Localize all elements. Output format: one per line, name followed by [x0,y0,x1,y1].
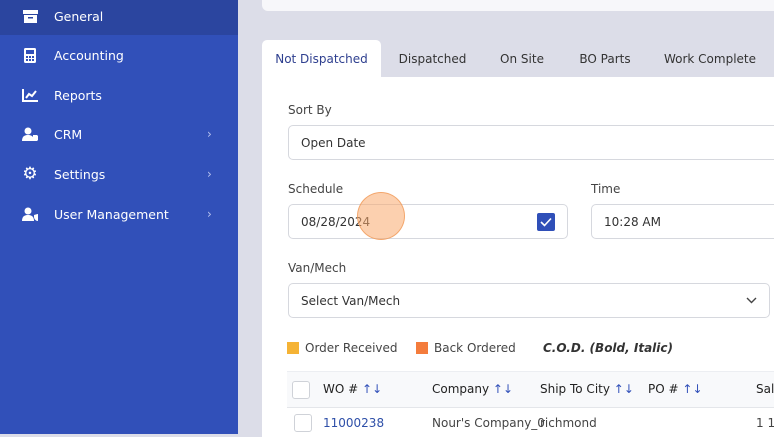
sidebar-item-reports[interactable]: Reports [0,76,238,114]
column-wo[interactable]: WO # ↑↓ [323,382,383,396]
sidebar-item-label: Reports [54,87,102,103]
schedule-checkbox[interactable] [537,213,555,231]
sidebar-item-accounting[interactable]: Accounting [0,36,238,74]
order-received-swatch [287,342,299,354]
sidebar-item-user-management[interactable]: User Management › [0,195,238,233]
sale-cell: 1 10 [756,416,774,430]
tab-bo-parts[interactable]: BO Parts [579,51,631,66]
user-shield-icon [22,206,38,222]
sort-by-select[interactable]: Open Date [288,125,774,160]
sort-icon[interactable]: ↑↓ [682,382,703,396]
sidebar-item-label: User Management [54,206,169,222]
column-ship-to-city[interactable]: Ship To City ↑↓ [540,382,634,396]
order-received-legend: Order Received [305,341,398,355]
time-label: Time [591,182,621,196]
user-tag-icon [22,126,38,142]
sidebar-item-label: CRM [54,126,83,142]
schedule-label: Schedule [288,182,344,196]
schedule-date-input[interactable]: 08/28/2024 [288,204,568,239]
schedule-date-value: 08/28/2024 [301,214,371,229]
company-cell: Nour's Company_0 [432,416,545,430]
calculator-icon [22,47,38,63]
sidebar-item-label: Settings [54,166,106,182]
column-sale[interactable]: Sale [756,382,774,396]
sort-by-label: Sort By [288,103,332,117]
van-mech-label: Van/Mech [288,261,347,275]
sidebar-item-label: General [54,8,104,24]
cod-legend: C.O.D. (Bold, Italic) [543,341,673,355]
chevron-down-icon [746,297,757,304]
chevron-right-icon: › [207,127,212,141]
van-mech-select[interactable]: Select Van/Mech [288,283,770,318]
sidebar-item-crm[interactable]: CRM › [0,115,238,153]
time-input[interactable]: 10:28 AM [591,204,774,239]
sort-icon[interactable]: ↑↓ [613,382,634,396]
row-checkbox[interactable] [294,414,312,432]
chevron-right-icon: › [207,167,212,181]
van-mech-placeholder: Select Van/Mech [301,293,401,308]
back-ordered-legend: Back Ordered [434,341,516,355]
tab-work-complete[interactable]: Work Complete [663,51,757,66]
wo-link[interactable]: 11000238 [323,416,385,430]
top-card [262,0,774,11]
sidebar-item-label: Accounting [54,47,124,63]
sort-icon[interactable]: ↑↓ [362,382,383,396]
sidebar: General Accounting Reports CRM › ⚙ Setti… [0,0,238,434]
archive-icon [22,8,38,24]
gear-icon: ⚙ [22,164,38,184]
column-po[interactable]: PO # ↑↓ [648,382,703,396]
sidebar-item-settings[interactable]: ⚙ Settings › [0,155,238,193]
chart-line-icon [22,87,38,103]
tab-dispatched[interactable]: Dispatched [398,51,467,66]
tab-not-dispatched[interactable]: Not Dispatched [262,40,381,77]
select-all-checkbox[interactable] [292,381,310,399]
chevron-right-icon: › [207,207,212,221]
cursor-indicator [357,192,405,240]
table-header [287,371,774,408]
column-company[interactable]: Company ↑↓ [432,382,514,396]
back-ordered-swatch [416,342,428,354]
city-cell: richmond [540,416,597,430]
sidebar-item-general[interactable]: General [0,0,238,35]
sort-icon[interactable]: ↑↓ [492,382,514,396]
tab-on-site[interactable]: On Site [500,51,544,66]
